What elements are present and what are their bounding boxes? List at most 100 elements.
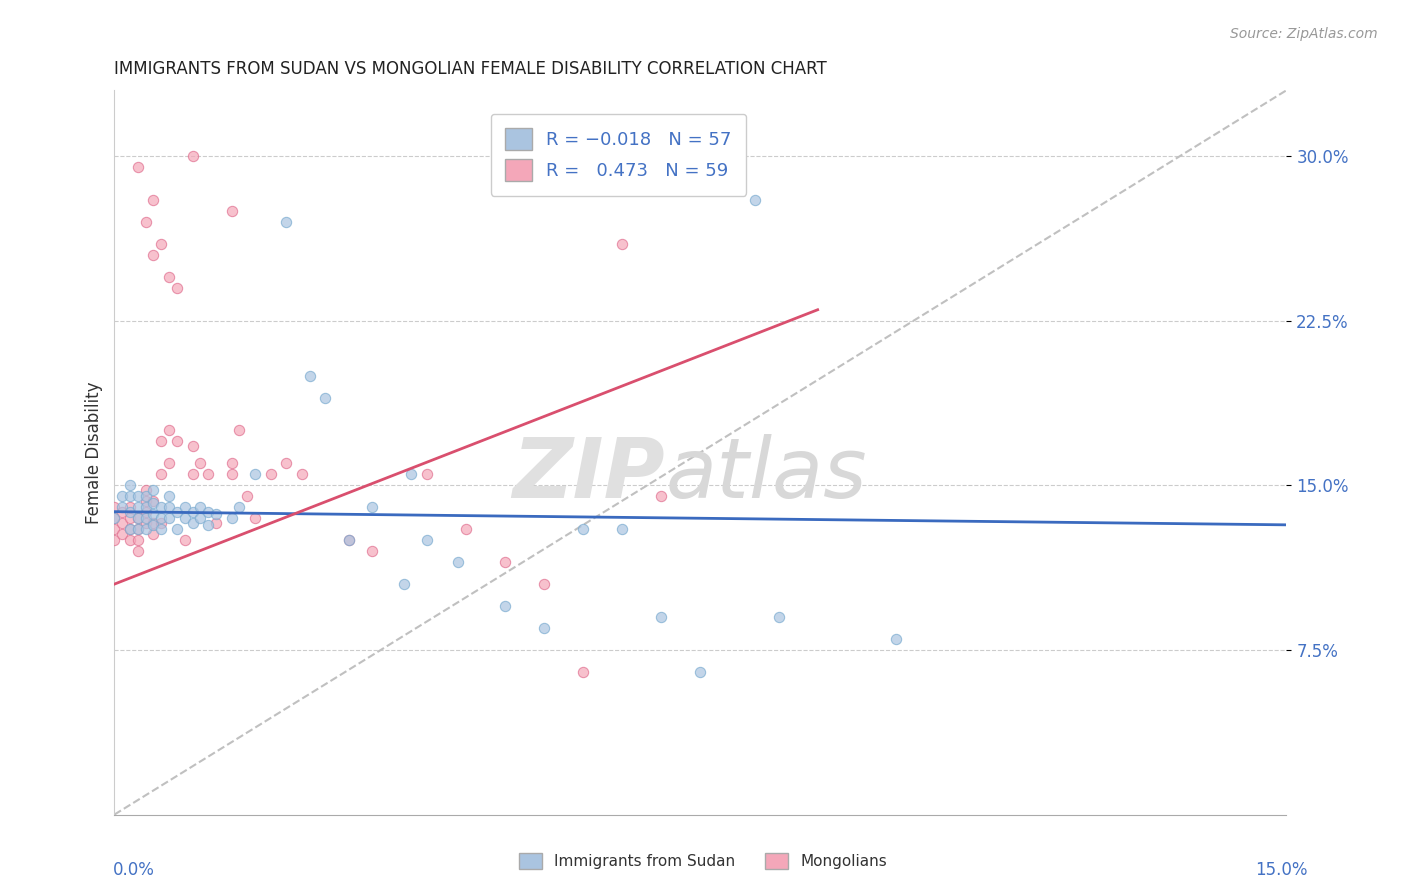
Point — [111, 500, 134, 515]
Point — [173, 533, 195, 548]
Point — [243, 511, 266, 525]
Point — [118, 522, 141, 536]
Point — [142, 193, 165, 207]
Point — [291, 467, 314, 482]
Point — [166, 505, 188, 519]
Point — [111, 489, 134, 503]
Point — [111, 516, 134, 530]
Text: 15.0%: 15.0% — [1256, 861, 1308, 879]
Point — [447, 555, 470, 569]
Point — [103, 500, 125, 515]
Point — [118, 522, 141, 536]
Point — [157, 269, 180, 284]
Point — [111, 526, 134, 541]
Point — [572, 665, 595, 679]
Point — [221, 511, 243, 525]
Point — [157, 500, 180, 515]
Point — [142, 526, 165, 541]
Point — [205, 516, 228, 530]
Point — [111, 505, 134, 519]
Text: atlas: atlas — [665, 434, 868, 515]
Point — [494, 599, 516, 613]
Legend: Immigrants from Sudan, Mongolians: Immigrants from Sudan, Mongolians — [513, 847, 893, 875]
Point — [768, 610, 790, 624]
Point — [276, 215, 298, 229]
Point — [337, 533, 360, 548]
Point — [221, 467, 243, 482]
Point — [142, 483, 165, 497]
Point — [314, 391, 336, 405]
Point — [150, 522, 173, 536]
Point — [127, 489, 149, 503]
Point — [166, 281, 188, 295]
Point — [181, 149, 204, 163]
Point — [135, 522, 157, 536]
Point — [197, 517, 219, 532]
Point — [454, 522, 477, 536]
Point — [884, 632, 907, 646]
Point — [103, 522, 125, 536]
Point — [337, 533, 360, 548]
Point — [118, 489, 141, 503]
Point — [157, 489, 180, 503]
Point — [150, 236, 173, 251]
Point — [173, 511, 195, 525]
Point — [135, 483, 157, 497]
Point — [260, 467, 283, 482]
Point — [416, 467, 439, 482]
Point — [135, 505, 157, 519]
Point — [190, 456, 212, 470]
Point — [150, 500, 173, 515]
Point — [142, 493, 165, 508]
Point — [221, 204, 243, 219]
Point — [228, 500, 250, 515]
Point — [401, 467, 423, 482]
Text: IMMIGRANTS FROM SUDAN VS MONGOLIAN FEMALE DISABILITY CORRELATION CHART: IMMIGRANTS FROM SUDAN VS MONGOLIAN FEMAL… — [114, 60, 827, 78]
Point — [494, 555, 516, 569]
Point — [650, 610, 672, 624]
Point — [361, 500, 384, 515]
Point — [173, 500, 195, 515]
Point — [150, 467, 173, 482]
Point — [135, 511, 157, 525]
Point — [127, 544, 149, 558]
Point — [181, 467, 204, 482]
Point — [392, 577, 415, 591]
Point — [181, 516, 204, 530]
Point — [157, 424, 180, 438]
Point — [150, 434, 173, 449]
Point — [103, 533, 125, 548]
Point — [103, 511, 125, 525]
Point — [118, 533, 141, 548]
Point — [135, 215, 157, 229]
Point — [205, 507, 228, 521]
Point — [572, 522, 595, 536]
Point — [118, 478, 141, 492]
Point — [127, 522, 149, 536]
Point — [533, 621, 555, 635]
Legend: R = −0.018   N = 57, R =   0.473   N = 59: R = −0.018 N = 57, R = 0.473 N = 59 — [491, 114, 747, 195]
Point — [118, 500, 141, 515]
Point — [150, 511, 173, 525]
Point — [689, 665, 711, 679]
Point — [276, 456, 298, 470]
Text: Source: ZipAtlas.com: Source: ZipAtlas.com — [1230, 27, 1378, 41]
Point — [135, 516, 157, 530]
Point — [612, 236, 634, 251]
Point — [142, 496, 165, 510]
Point — [236, 489, 259, 503]
Point — [127, 511, 149, 525]
Point — [142, 507, 165, 521]
Point — [416, 533, 439, 548]
Text: ZIP: ZIP — [513, 434, 665, 515]
Point — [150, 516, 173, 530]
Point — [127, 511, 149, 525]
Point — [190, 500, 212, 515]
Point — [127, 522, 149, 536]
Point — [361, 544, 384, 558]
Point — [221, 456, 243, 470]
Point — [612, 522, 634, 536]
Point — [127, 533, 149, 548]
Point — [243, 467, 266, 482]
Point — [197, 505, 219, 519]
